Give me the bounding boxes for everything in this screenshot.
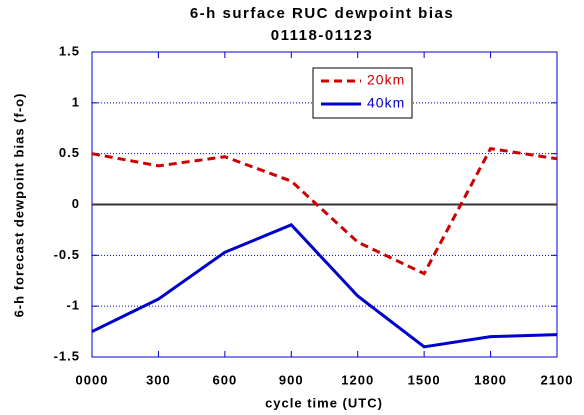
y-tick-label: 1.5	[59, 43, 80, 58]
y-tick-label: 0	[72, 196, 80, 211]
y-tick-label: -1.5	[54, 348, 80, 363]
y-axis-label: 6-h forecast dewpoint bias (f-o)	[11, 93, 26, 318]
y-tick-label: -1	[66, 298, 80, 313]
legend-box	[312, 67, 413, 119]
chart-title: 6-h surface RUC dewpoint bias	[190, 5, 454, 22]
x-tick-label: 600	[213, 372, 238, 387]
x-axis-label: cycle time (UTC)	[265, 395, 383, 410]
chart-subtitle: 01118-01123	[271, 27, 373, 44]
legend-label: 20km	[367, 72, 405, 88]
series-line	[91, 146, 558, 276]
x-tick-label: 0000	[76, 372, 109, 387]
y-tick-label: -0.5	[54, 247, 80, 262]
y-tick-label: 1	[72, 94, 80, 109]
y-tick-label: 0.5	[59, 145, 80, 160]
x-tick-label: 900	[279, 372, 304, 387]
x-tick-label: 1500	[408, 372, 441, 387]
x-tick-label: 300	[146, 372, 171, 387]
x-tick-label: 1800	[474, 372, 507, 387]
x-tick-label: 2100	[541, 372, 574, 387]
legend-label: 40km	[367, 95, 405, 111]
x-tick-label: 1200	[341, 372, 374, 387]
series-line	[91, 223, 558, 349]
